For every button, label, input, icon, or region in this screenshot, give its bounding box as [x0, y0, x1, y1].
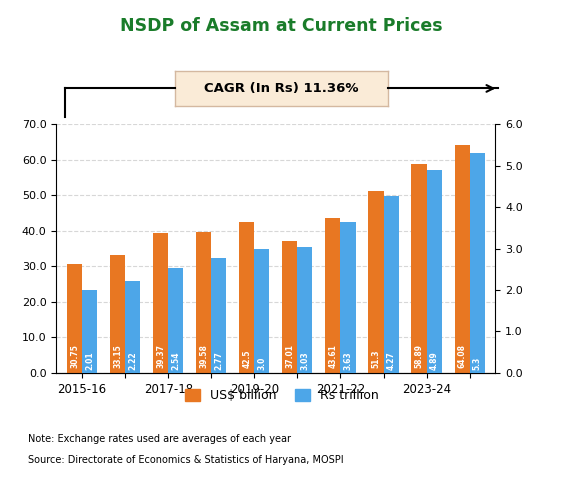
- Bar: [254, 249, 270, 373]
- Bar: [383, 196, 399, 373]
- Bar: [297, 247, 312, 373]
- Bar: [211, 258, 226, 373]
- Text: 5.3: 5.3: [473, 356, 481, 369]
- Bar: [282, 241, 297, 373]
- Bar: [470, 153, 485, 373]
- Bar: [368, 191, 383, 373]
- Text: 2.54: 2.54: [171, 351, 180, 369]
- Bar: [82, 290, 97, 373]
- Bar: [454, 145, 470, 373]
- Text: 2.77: 2.77: [215, 351, 224, 369]
- Text: 43.61: 43.61: [328, 344, 337, 368]
- Text: Source: Directorate of Economics & Statistics of Haryana, MOSPI: Source: Directorate of Economics & Stati…: [28, 455, 344, 465]
- Text: 2.01: 2.01: [85, 351, 94, 369]
- Text: Note: Exchange rates used are averages of each year: Note: Exchange rates used are averages o…: [28, 434, 291, 444]
- Bar: [196, 232, 211, 373]
- Text: CAGR (In Rs) 11.36%: CAGR (In Rs) 11.36%: [204, 82, 359, 95]
- Legend: US$ billion, Rs trillion: US$ billion, Rs trillion: [180, 384, 383, 407]
- Text: 51.3: 51.3: [372, 349, 381, 368]
- Bar: [168, 268, 184, 373]
- Text: 42.5: 42.5: [242, 349, 251, 368]
- Text: 3.03: 3.03: [301, 351, 310, 369]
- Bar: [412, 164, 427, 373]
- Text: 3.63: 3.63: [343, 351, 352, 369]
- Text: 39.58: 39.58: [199, 344, 208, 368]
- Text: 37.01: 37.01: [285, 344, 294, 368]
- Bar: [110, 255, 125, 373]
- Bar: [125, 281, 140, 373]
- Bar: [153, 233, 168, 373]
- Text: NSDP of Assam at Current Prices: NSDP of Assam at Current Prices: [120, 17, 443, 35]
- Text: 3.0: 3.0: [257, 356, 266, 369]
- Bar: [427, 170, 441, 373]
- Text: 30.75: 30.75: [70, 344, 79, 368]
- Bar: [239, 222, 254, 373]
- Bar: [341, 222, 355, 373]
- Bar: [67, 264, 82, 373]
- Bar: [325, 218, 341, 373]
- Text: 4.27: 4.27: [387, 351, 396, 369]
- Text: 64.08: 64.08: [458, 344, 467, 368]
- Text: 39.37: 39.37: [156, 344, 165, 368]
- Text: 2.22: 2.22: [128, 351, 137, 369]
- Text: 4.89: 4.89: [430, 351, 439, 369]
- Text: 58.89: 58.89: [414, 344, 423, 368]
- Text: 33.15: 33.15: [113, 344, 122, 368]
